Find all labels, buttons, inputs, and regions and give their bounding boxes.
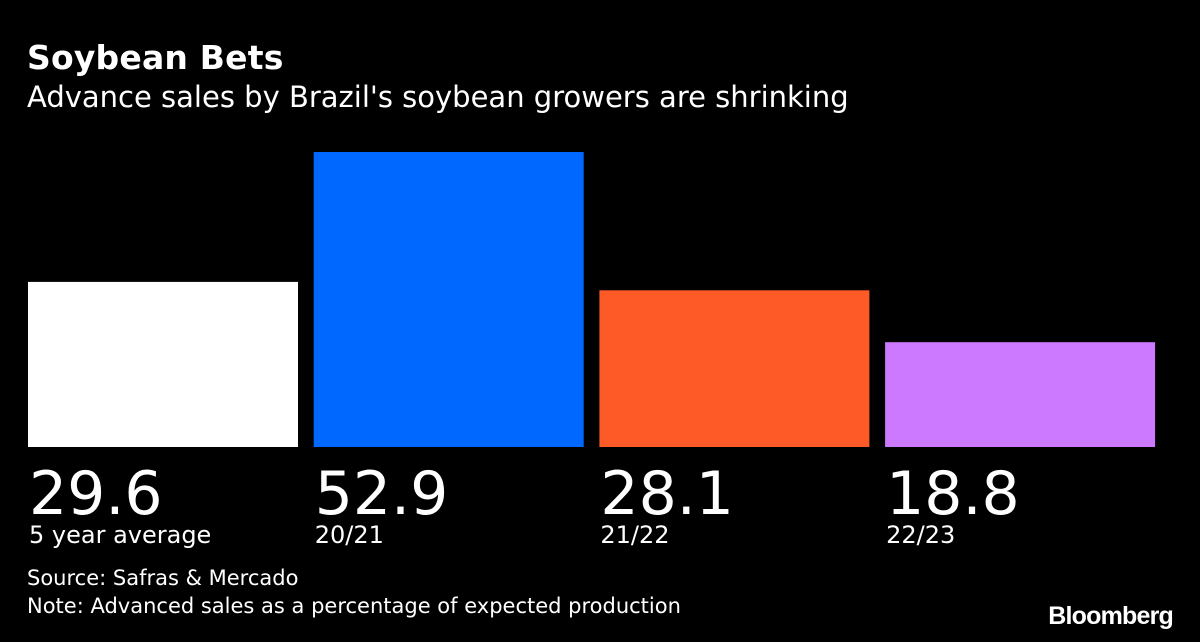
chart-subtitle: Advance sales by Brazil's soybean grower…	[27, 80, 849, 114]
value-label-3: 28.1	[600, 459, 734, 529]
footnote: Note: Advanced sales as a percentage of …	[27, 594, 681, 618]
bar-1	[28, 281, 298, 447]
bar-3	[599, 290, 870, 447]
value-label-2: 52.9	[315, 459, 449, 529]
source-note: Source: Safras & Mercado	[27, 566, 299, 590]
value-label-4: 18.8	[886, 459, 1020, 529]
bar-2	[313, 152, 584, 447]
bar-chart: 29.65 year average 52.920/21 28.121/22 18.8…	[28, 152, 1156, 549]
value-label-1: 29.6	[29, 459, 163, 529]
bloomberg-logo: Bloomberg	[1048, 602, 1174, 630]
category-label-3: 21/22	[600, 521, 669, 549]
category-label-4: 22/23	[886, 521, 955, 549]
chart-title: Soybean Bets	[27, 38, 284, 77]
category-label-1: 5 year average	[29, 521, 211, 549]
bar-4	[885, 342, 1156, 447]
category-label-2: 20/21	[315, 521, 384, 549]
